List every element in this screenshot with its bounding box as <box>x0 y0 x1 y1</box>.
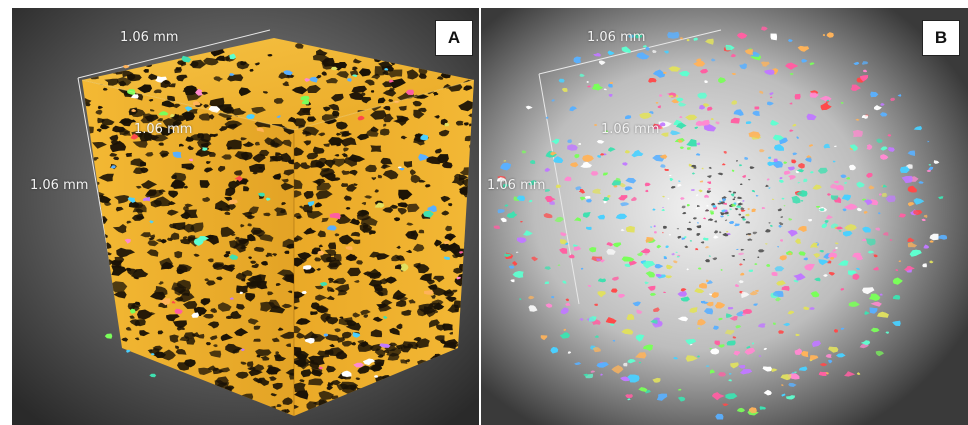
background <box>481 8 968 425</box>
panel-a: 1.06 mm 1.06 mm 1.06 mm A <box>12 8 479 425</box>
panel-label-b: B <box>922 20 960 56</box>
panel-b: 1.06 mm 1.06 mm 1.06 mm B <box>481 8 968 425</box>
dimension-height: 1.06 mm <box>30 178 89 193</box>
dimension-depth: 1.06 mm <box>601 122 660 137</box>
dimension-height: 1.06 mm <box>487 178 546 193</box>
panel-label-a: A <box>435 20 473 56</box>
grains <box>104 53 464 378</box>
particles <box>493 26 948 420</box>
top-dimension-line <box>77 29 271 79</box>
dimension-depth: 1.06 mm <box>134 122 193 137</box>
particle-cloud-render <box>481 8 968 425</box>
cube <box>81 38 475 416</box>
height-dimension-line <box>538 73 580 305</box>
dimension-top: 1.06 mm <box>587 30 646 45</box>
porous-cube-render <box>12 8 479 425</box>
dimension-top: 1.06 mm <box>120 30 179 45</box>
